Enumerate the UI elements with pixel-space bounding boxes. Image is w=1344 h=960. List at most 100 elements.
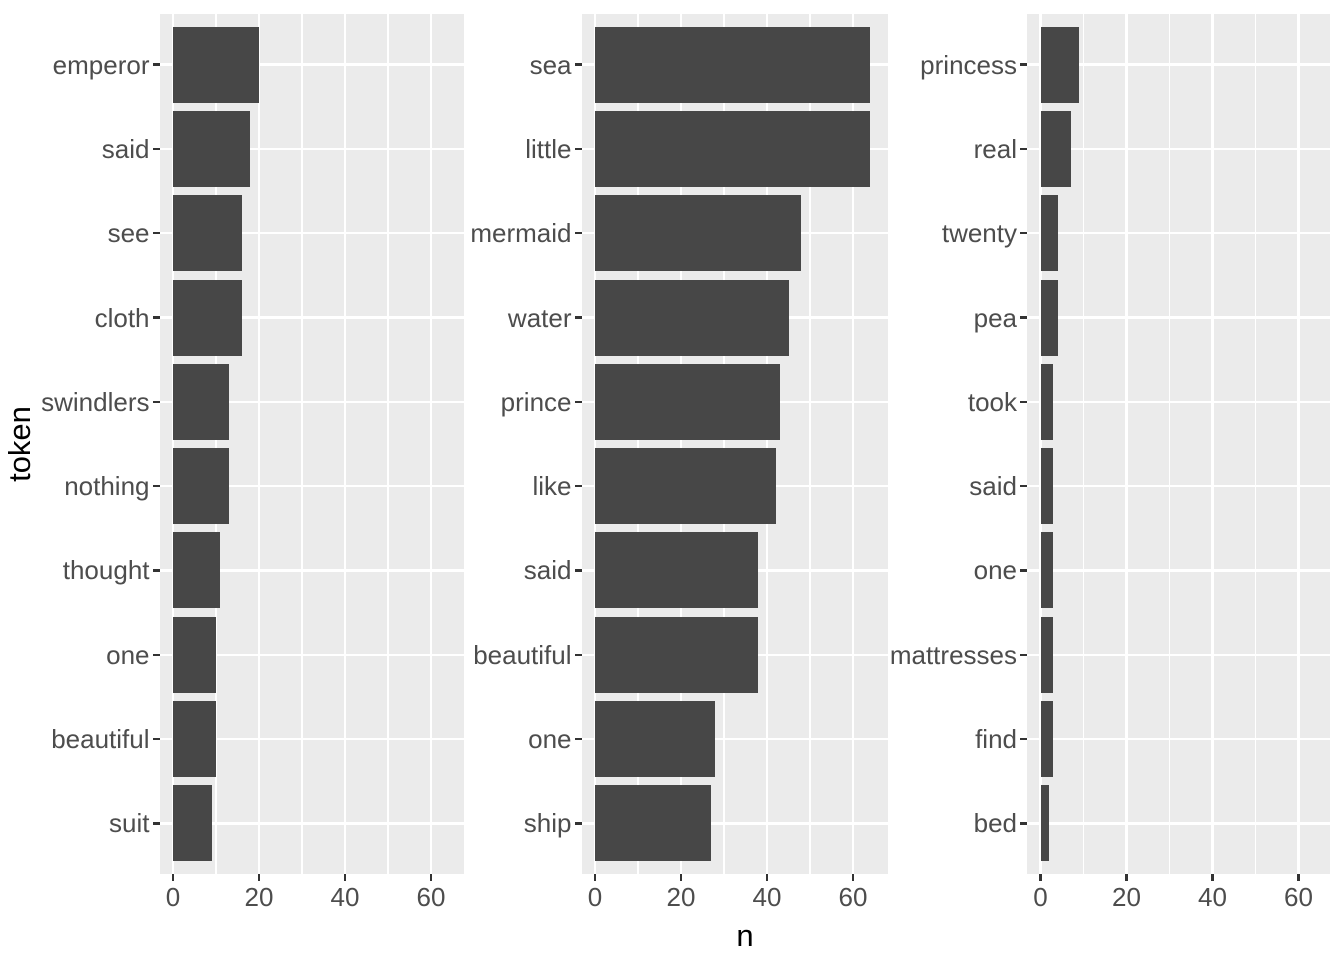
major-gridline: [851, 14, 855, 874]
y-tick-label: bed: [973, 808, 1017, 839]
bar: [173, 616, 216, 693]
y-tick-label: beautiful: [51, 724, 150, 755]
x-tick-label: 40: [752, 882, 782, 912]
y-tick-mark: [152, 231, 160, 235]
minor-gridline: [387, 14, 389, 874]
bar: [595, 448, 776, 525]
major-gridline: [1125, 14, 1128, 874]
major-gridline: [593, 14, 597, 874]
bar: [1040, 110, 1071, 187]
major-gridline-horizontal: [159, 822, 464, 825]
minor-gridline: [809, 14, 811, 874]
major-gridline-horizontal: [159, 316, 464, 319]
y-tick-mark: [152, 737, 160, 741]
bar: [595, 195, 802, 272]
y-tick-mark: [1020, 484, 1027, 488]
major-gridline-horizontal: [1027, 569, 1330, 572]
y-tick-label: ship: [523, 808, 572, 839]
x-tick-label: 20: [1112, 882, 1141, 912]
major-gridline-horizontal: [1027, 63, 1330, 66]
y-tick-mark: [152, 63, 160, 66]
major-gridline: [1297, 14, 1300, 874]
y-tick-mark: [574, 569, 582, 572]
y-tick-mark: [574, 822, 582, 825]
y-tick-mark: [1020, 822, 1027, 825]
bar: [173, 110, 251, 187]
minor-gridline: [1082, 14, 1085, 874]
major-gridline-horizontal: [159, 569, 464, 572]
x-tick-mark: [1125, 874, 1128, 881]
y-tick-mark: [152, 400, 160, 404]
major-gridline-horizontal: [159, 231, 464, 235]
y-tick-label: real: [973, 133, 1017, 164]
major-gridline: [1039, 14, 1042, 874]
x-tick-label: 0: [587, 882, 603, 912]
y-tick-label: cloth: [94, 302, 150, 333]
y-tick-label: nothing: [64, 471, 150, 502]
y-tick-mark: [152, 147, 160, 151]
bar: [595, 701, 716, 778]
major-gridline-horizontal: [159, 63, 464, 66]
x-tick-mark: [1297, 874, 1300, 881]
bar: [1040, 279, 1058, 356]
bar: [173, 195, 242, 272]
y-tick-label: little: [525, 133, 572, 164]
y-tick-mark: [574, 231, 582, 235]
bar: [595, 26, 871, 103]
y-tick-mark: [152, 484, 160, 488]
major-gridline-horizontal: [1027, 737, 1330, 741]
y-tick-label: find: [975, 724, 1017, 755]
y-tick-label: twenty: [941, 218, 1017, 249]
y-tick-label: emperor: [52, 49, 150, 80]
x-tick-mark: [1211, 874, 1214, 881]
bar: [1040, 195, 1058, 272]
bar: [595, 110, 871, 187]
bar: [173, 785, 212, 862]
y-tick-label: beautiful: [473, 639, 572, 670]
y-tick-mark: [152, 569, 160, 572]
major-gridline-horizontal: [581, 822, 888, 825]
y-tick-label: princess: [920, 49, 1017, 80]
y-tick-mark: [1020, 316, 1027, 319]
minor-gridline: [723, 14, 725, 874]
y-tick-mark: [152, 653, 160, 657]
x-tick-label: 60: [1284, 882, 1313, 912]
y-tick-mark: [1020, 147, 1027, 151]
major-gridline-horizontal: [581, 737, 888, 741]
bar: [1040, 785, 1050, 862]
major-gridline-horizontal: [159, 147, 464, 151]
y-tick-mark: [574, 484, 582, 488]
bar: [595, 363, 780, 440]
major-gridline-horizontal: [159, 653, 464, 657]
y-tick-mark: [152, 316, 160, 319]
major-gridline: [171, 14, 175, 874]
x-tick-mark: [343, 874, 347, 881]
y-tick-label: mattresses: [889, 639, 1017, 670]
minor-gridline: [215, 14, 217, 874]
major-gridline-horizontal: [159, 400, 464, 404]
y-tick-label: suit: [109, 808, 150, 839]
bar: [1040, 448, 1054, 525]
bar: [173, 26, 259, 103]
y-tick-label: one: [528, 724, 572, 755]
minor-gridline: [1168, 14, 1171, 874]
x-tick-label: 20: [244, 882, 274, 912]
x-tick-label: 0: [1033, 882, 1048, 912]
y-tick-label: took: [967, 386, 1017, 417]
major-gridline: [257, 14, 261, 874]
major-gridline-horizontal: [1027, 316, 1330, 319]
bar: [173, 701, 216, 778]
y-tick-mark: [574, 147, 582, 151]
x-tick-label: 40: [1198, 882, 1227, 912]
bar: [595, 532, 759, 609]
major-gridline-horizontal: [159, 484, 464, 488]
y-tick-mark: [1020, 569, 1027, 572]
y-tick-mark: [1020, 737, 1027, 741]
y-tick-label: one: [106, 639, 150, 670]
facet-panel-2: [581, 14, 888, 874]
major-gridline-horizontal: [1027, 653, 1330, 657]
y-tick-label: said: [523, 555, 572, 586]
major-gridline-horizontal: [1027, 147, 1330, 151]
x-tick-label: 20: [666, 882, 696, 912]
major-gridline-horizontal: [1027, 822, 1330, 825]
